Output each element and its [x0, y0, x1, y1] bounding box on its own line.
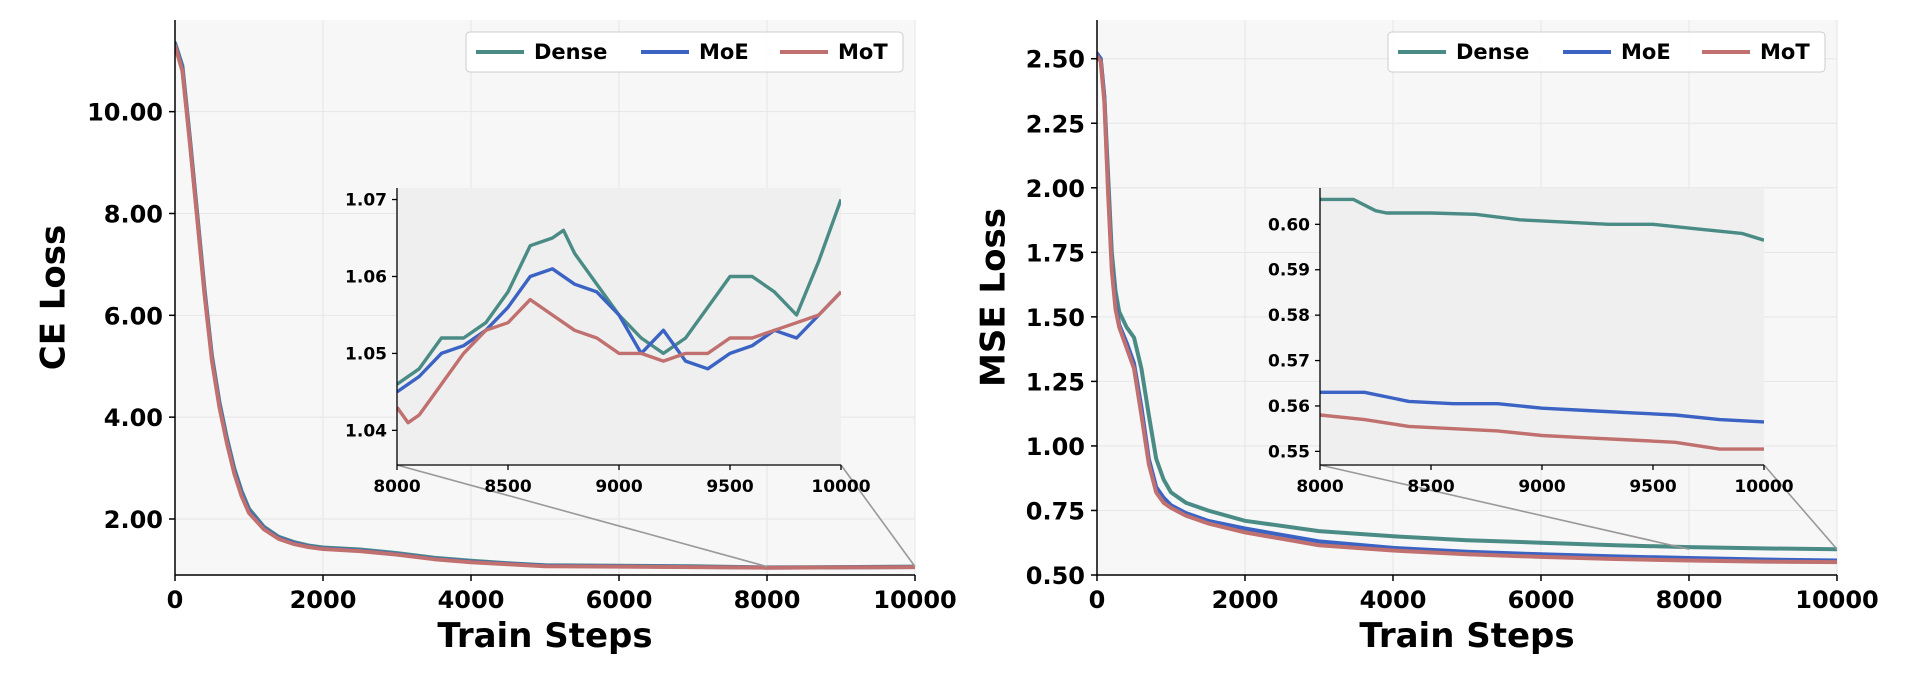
- inset-x-tick-label: 10000: [1734, 477, 1793, 497]
- y-tick-label: 1.50: [1026, 304, 1085, 332]
- x-tick-label: 10000: [1795, 586, 1879, 614]
- legend-label-moe: MoE: [1621, 40, 1671, 64]
- y-axis-label: MSE Loss: [974, 208, 1014, 387]
- legend-label-mot: MoT: [838, 40, 888, 64]
- inset-y-tick-label: 1.07: [345, 191, 387, 211]
- x-tick-label: 8000: [1656, 586, 1723, 614]
- inset-y-tick-label: 0.56: [1268, 397, 1310, 417]
- x-tick-label: 0: [1089, 586, 1106, 614]
- legend: Dense MoE MoT: [1388, 32, 1825, 72]
- inset-y-tick-label: 1.06: [345, 267, 387, 287]
- y-tick-label: 0.75: [1026, 497, 1085, 525]
- x-tick-label: 6000: [1508, 586, 1575, 614]
- x-tick-label: 6000: [586, 586, 653, 614]
- inset-y-tick-label: 1.04: [345, 421, 387, 441]
- legend-label-dense: Dense: [534, 40, 607, 64]
- x-tick-label: 2000: [1212, 586, 1279, 614]
- legend-label-moe: MoE: [699, 40, 749, 64]
- inset-y-tick-label: 0.59: [1268, 261, 1310, 281]
- ce-loss-panel: 0 2000 4000 6000 8000 10000 2.00 4.00 6.00 8.00 10…: [34, 20, 957, 656]
- y-tick-label: 1.25: [1026, 368, 1085, 396]
- x-axis-label: Train Steps: [1359, 616, 1574, 656]
- inset-x-tick-label: 8000: [1296, 477, 1343, 497]
- y-axis-label: CE Loss: [34, 225, 74, 371]
- inset-x-tick-label: 8000: [373, 477, 420, 497]
- y-tick-label: 2.25: [1026, 110, 1085, 138]
- x-tick-label: 0: [167, 586, 184, 614]
- y-tick-label: 2.00: [104, 506, 163, 534]
- x-axis-label: Train Steps: [437, 616, 652, 656]
- inset-x-tick-label: 8500: [1407, 477, 1454, 497]
- inset-area: [397, 188, 841, 465]
- inset-y-tick-label: 1.05: [345, 344, 387, 364]
- legend: Dense MoE MoT: [466, 32, 903, 72]
- inset-x-tick-label: 9500: [706, 477, 753, 497]
- legend-label-dense: Dense: [1456, 40, 1529, 64]
- x-tick-label: 10000: [873, 586, 957, 614]
- inset-x-tick-label: 9000: [595, 477, 642, 497]
- y-tick-label: 0.50: [1026, 562, 1085, 590]
- legend-label-mot: MoT: [1760, 40, 1810, 64]
- inset-x-tick-label: 9000: [1518, 477, 1565, 497]
- y-tick-label: 8.00: [104, 200, 163, 228]
- inset-y-tick-label: 0.58: [1268, 306, 1310, 326]
- mse-loss-panel: 0 2000 4000 6000 8000 10000 0.50 0.75 1.00 1.25 1.…: [974, 20, 1879, 656]
- inset-x-tick-label: 8500: [484, 477, 531, 497]
- inset-x-tick-label: 9500: [1629, 477, 1676, 497]
- inset-x-tick-label: 10000: [811, 477, 870, 497]
- inset-y-tick-label: 0.57: [1268, 352, 1310, 372]
- y-tick-label: 1.75: [1026, 239, 1085, 267]
- inset-y-tick-label: 0.60: [1268, 215, 1310, 235]
- y-tick-label: 1.00: [1026, 433, 1085, 461]
- y-tick-label: 4.00: [104, 404, 163, 432]
- y-tick-label: 10.00: [87, 99, 163, 127]
- x-tick-label: 2000: [290, 586, 357, 614]
- inset-y-tick-label: 0.55: [1268, 442, 1310, 462]
- x-tick-label: 4000: [438, 586, 505, 614]
- y-tick-label: 2.50: [1026, 46, 1085, 74]
- y-tick-label: 6.00: [104, 302, 163, 330]
- x-tick-label: 4000: [1360, 586, 1427, 614]
- x-tick-label: 8000: [734, 586, 801, 614]
- y-tick-label: 2.00: [1026, 175, 1085, 203]
